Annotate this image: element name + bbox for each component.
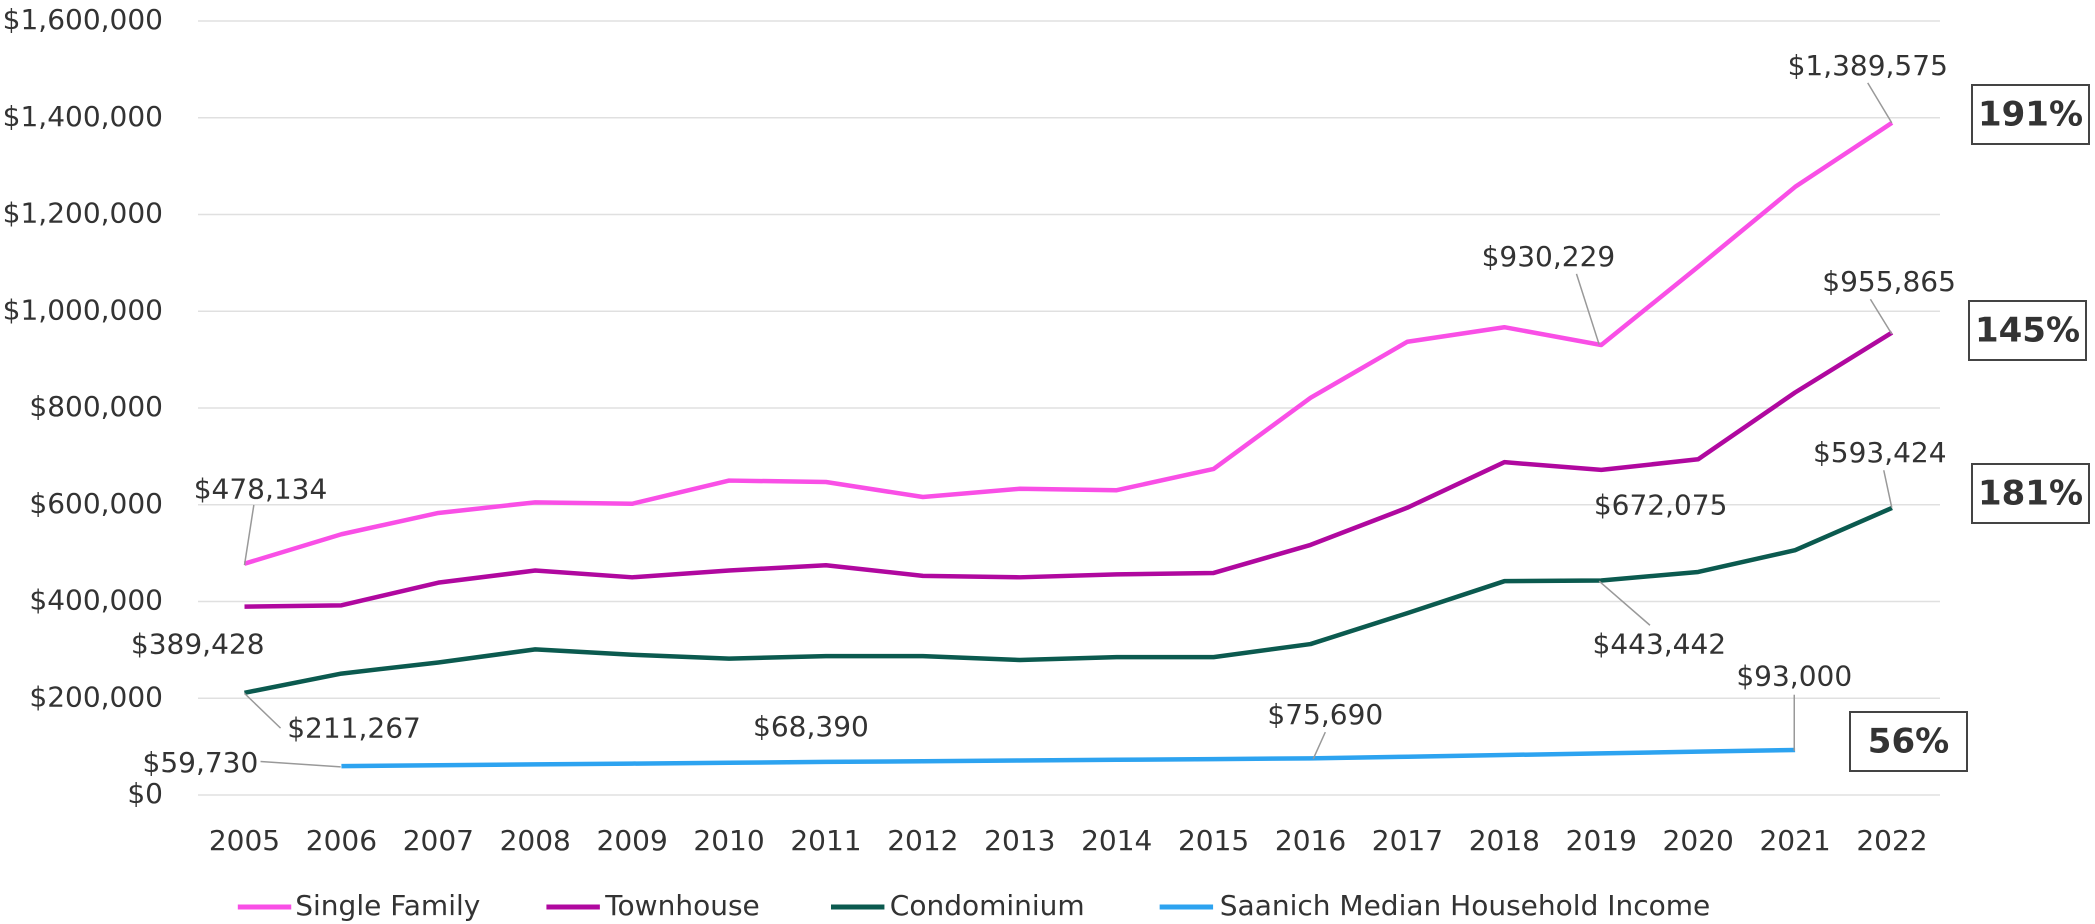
x-tick-label: 2013 [984,824,1055,857]
legend-label: Condominium [890,889,1085,922]
leader-line [1575,273,1600,345]
leader-line [1869,298,1893,335]
change-label: 191% [1978,95,2083,135]
leader-line [243,692,282,729]
data-label: $593,424 [1813,436,1947,469]
leader-line [1598,580,1651,626]
data-label: $75,690 [1267,698,1383,731]
y-tick-label: $1,200,000 [3,197,163,230]
x-tick-label: 2008 [500,824,571,857]
x-tick-label: 2017 [1372,824,1443,857]
x-tick-label: 2020 [1663,824,1734,857]
change-box [1849,711,1968,772]
leader-line [1312,731,1326,760]
y-tick-label: $400,000 [29,584,163,617]
x-tick-label: 2018 [1469,824,1540,857]
data-label: $59,730 [143,746,259,779]
change-label: 145% [1975,311,2080,351]
y-tick-label: $0 [127,777,163,810]
series-line [244,505,1893,696]
x-tick-label: 2019 [1566,824,1637,857]
data-label: $930,229 [1482,240,1616,273]
y-tick-label: $800,000 [29,390,163,423]
data-label: $672,075 [1594,488,1728,521]
y-tick-label: $1,400,000 [3,100,163,133]
leader-line [1867,82,1893,124]
data-label: $93,000 [1736,659,1852,692]
legend-label: Single Family [295,889,480,922]
y-tick-label: $200,000 [29,680,163,713]
legend-label: Townhouse [604,889,760,922]
series-line [244,330,1894,609]
leader-line [243,504,255,566]
y-tick-label: $1,600,000 [3,3,163,36]
x-tick-label: 2010 [693,824,764,857]
data-label: $955,865 [1822,265,1956,298]
x-tick-label: 2007 [403,824,474,857]
x-tick-label: 2015 [1178,824,1249,857]
y-tick-label: $600,000 [29,487,163,520]
x-tick-label: 2011 [790,824,861,857]
change-box [1971,84,2090,145]
x-tick-label: 2012 [887,824,958,857]
series-line [243,120,1894,566]
data-label: $211,267 [287,711,421,744]
data-label: $443,442 [1593,627,1727,660]
legend-label: Saanich Median Household Income [1220,889,1711,922]
x-tick-label: 2006 [306,824,377,857]
leader-line [260,760,341,768]
change-box [1971,463,2090,524]
change-box [1968,300,2087,361]
x-tick-label: 2021 [1759,824,1830,857]
x-tick-label: 2016 [1275,824,1346,857]
change-label: 181% [1978,474,2083,514]
data-label: $478,134 [194,472,328,505]
y-tick-label: $1,000,000 [3,293,163,326]
x-tick-label: 2009 [597,824,668,857]
x-tick-label: 2022 [1856,824,1927,857]
data-label: $389,428 [131,627,265,660]
leader-line [1883,470,1893,508]
data-label: $1,389,575 [1788,49,1948,82]
x-tick-label: 2005 [209,824,280,857]
x-tick-label: 2014 [1081,824,1152,857]
data-label: $68,390 [753,710,869,743]
series-line [341,747,1796,769]
change-label: 56% [1868,722,1949,762]
